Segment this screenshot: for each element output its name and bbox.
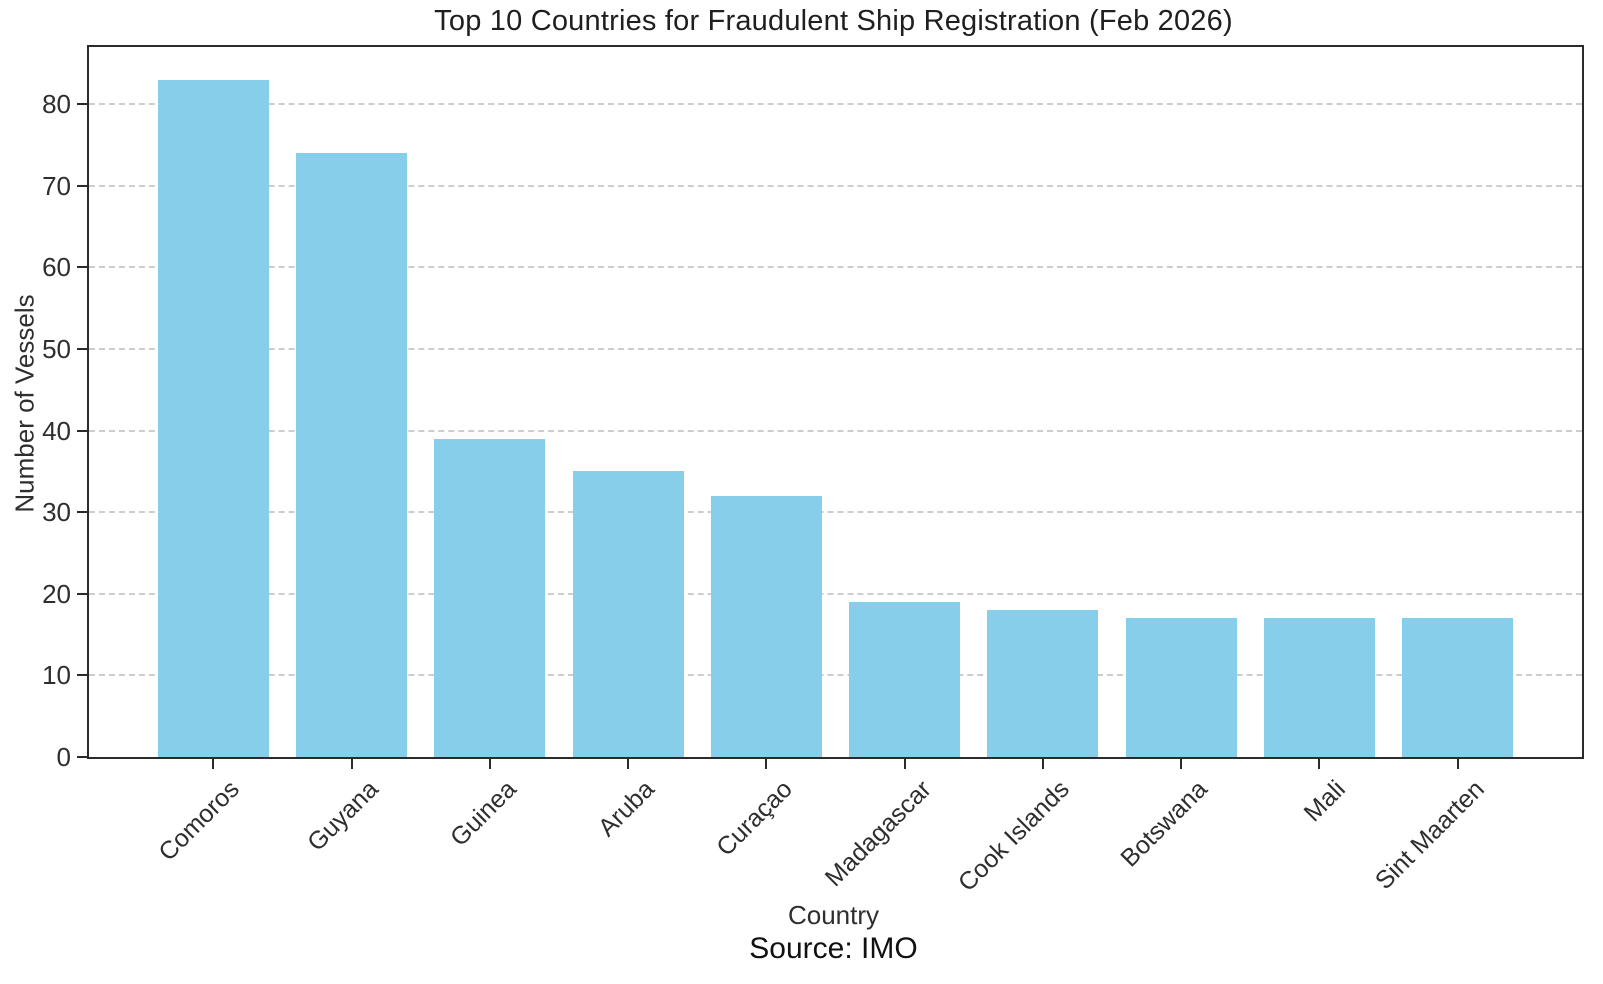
plot-area — [87, 45, 1584, 759]
x-tick-mark-guinea — [488, 759, 491, 769]
y-tick-label-40: 40 — [42, 415, 71, 446]
x-tick-mark-cook-islands — [1041, 759, 1044, 769]
y-tick-label-80: 80 — [42, 89, 71, 120]
bar-botswana — [1125, 618, 1237, 757]
bar-guyana — [296, 153, 408, 757]
x-tick-mark-madagascar — [903, 759, 906, 769]
gridline-20 — [89, 592, 1582, 595]
x-tick-mark-comoros — [212, 759, 215, 769]
bar-comoros — [157, 79, 269, 757]
y-tick-label-20: 20 — [42, 578, 71, 609]
bar-guinea — [434, 438, 546, 757]
y-axis-label: Number of Vessels — [9, 294, 40, 513]
x-tick-mark-botswana — [1180, 759, 1183, 769]
gridline-60 — [89, 266, 1582, 269]
y-tick-mark-10 — [77, 674, 87, 677]
x-tick-mark-mali — [1318, 759, 1321, 769]
y-tick-mark-0 — [77, 756, 87, 758]
gridline-50 — [89, 347, 1582, 350]
chart-title: Top 10 Countries for Fraudulent Ship Reg… — [434, 5, 1233, 37]
y-tick-mark-30 — [77, 511, 87, 514]
y-tick-mark-60 — [77, 266, 87, 269]
y-tick-label-60: 60 — [42, 252, 71, 283]
y-tick-label-70: 70 — [42, 170, 71, 201]
y-tick-label-30: 30 — [42, 497, 71, 528]
bar-madagascar — [849, 601, 961, 757]
source-note: Source: IMO — [749, 932, 918, 965]
y-tick-mark-20 — [77, 592, 87, 595]
gridline-70 — [89, 184, 1582, 187]
x-tick-mark-cura-ao — [765, 759, 768, 769]
y-tick-label-10: 10 — [42, 660, 71, 691]
bar-cook-islands — [987, 610, 1099, 757]
y-tick-label-50: 50 — [42, 333, 71, 364]
gridline-40 — [89, 429, 1582, 432]
x-tick-mark-guyana — [350, 759, 353, 769]
gridline-80 — [89, 103, 1582, 106]
bar-mali — [1263, 618, 1375, 757]
bar-sint-maarten — [1402, 618, 1514, 757]
y-tick-mark-50 — [77, 347, 87, 350]
bar-cura-ao — [710, 495, 822, 757]
y-tick-mark-80 — [77, 103, 87, 106]
x-tick-mark-sint-maarten — [1456, 759, 1459, 769]
x-axis-label: Country — [787, 900, 880, 930]
gridline-10 — [89, 674, 1582, 677]
y-tick-label-0: 0 — [56, 742, 71, 772]
bar-aruba — [572, 471, 684, 757]
y-tick-mark-40 — [77, 429, 87, 432]
y-tick-mark-70 — [77, 184, 87, 187]
gridline-30 — [89, 511, 1582, 514]
x-tick-mark-aruba — [627, 759, 630, 769]
